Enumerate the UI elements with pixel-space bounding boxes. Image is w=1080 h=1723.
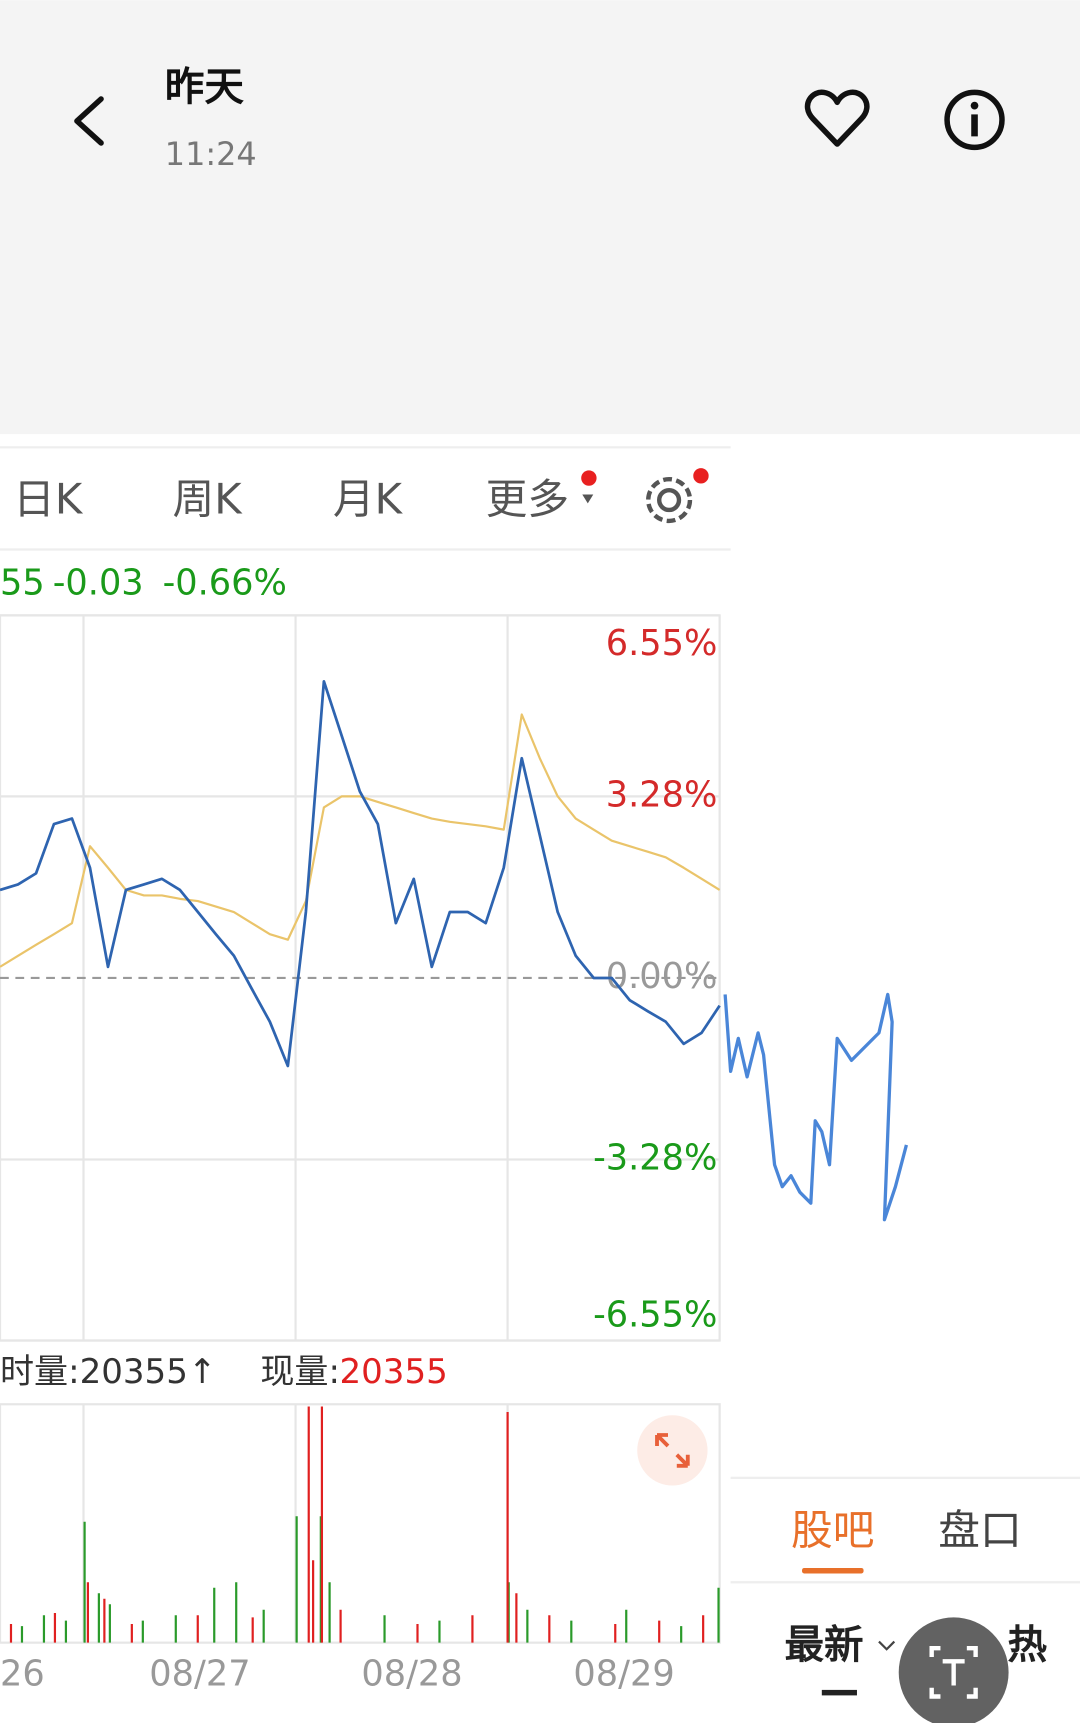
y-tick-label: 6.55% — [606, 623, 718, 664]
quote-percent: -0.66% — [163, 563, 287, 604]
side-panel: 股吧 盘口 最新 热 — [730, 1476, 1080, 1723]
info-button[interactable] — [944, 89, 1005, 151]
current-volume-label: 现量: — [260, 1352, 340, 1392]
volume-label: 时量:20355↑ — [0, 1352, 216, 1392]
y-tick-label: -6.55% — [593, 1294, 717, 1335]
top-bar — [0, 0, 1080, 435]
quote-change: -0.03 — [53, 563, 144, 604]
tab: 日K — [13, 475, 84, 524]
x-tick-label: 08/28 — [361, 1654, 462, 1695]
ink-annotation — [723, 992, 909, 1222]
x-tick-label: 08/27 — [149, 1654, 250, 1695]
sort-option[interactable]: 最新 — [784, 1623, 863, 1669]
volume-bars — [9, 1406, 720, 1643]
quote-value: 55 — [0, 563, 45, 604]
series-line — [0, 679, 721, 1068]
image-title: 昨天 — [165, 65, 245, 111]
x-tick-label: 26 — [0, 1654, 45, 1695]
panel-tab[interactable]: 盘口 — [938, 1505, 1021, 1554]
sort-option[interactable]: 热 — [1007, 1623, 1047, 1669]
price-chart: 6.55% 3.28% 0.00% -3.28% -6.55% — [0, 614, 721, 1342]
y-tick-label: 3.28% — [606, 774, 718, 815]
image-time: 11:24 — [165, 135, 257, 173]
tab: 更多 — [486, 475, 569, 524]
expand-button[interactable] — [637, 1415, 708, 1486]
back-button[interactable] — [74, 96, 104, 146]
current-volume: 20355 — [339, 1352, 447, 1392]
series-line — [0, 713, 721, 968]
tab: 月K — [333, 475, 404, 524]
y-tick-label: 0.00% — [606, 956, 718, 997]
y-tick-label: -3.28% — [593, 1138, 717, 1179]
x-tick-label: 08/29 — [573, 1654, 674, 1695]
tab: 周K — [172, 475, 243, 524]
panel-tab[interactable]: 股吧 — [791, 1505, 874, 1554]
screenshot-image: 日K 周K 月K 更多 55 -0.03 -0.66% 6.55% 3.28% 0.… — [0, 445, 731, 1723]
favorite-button[interactable] — [804, 89, 870, 147]
